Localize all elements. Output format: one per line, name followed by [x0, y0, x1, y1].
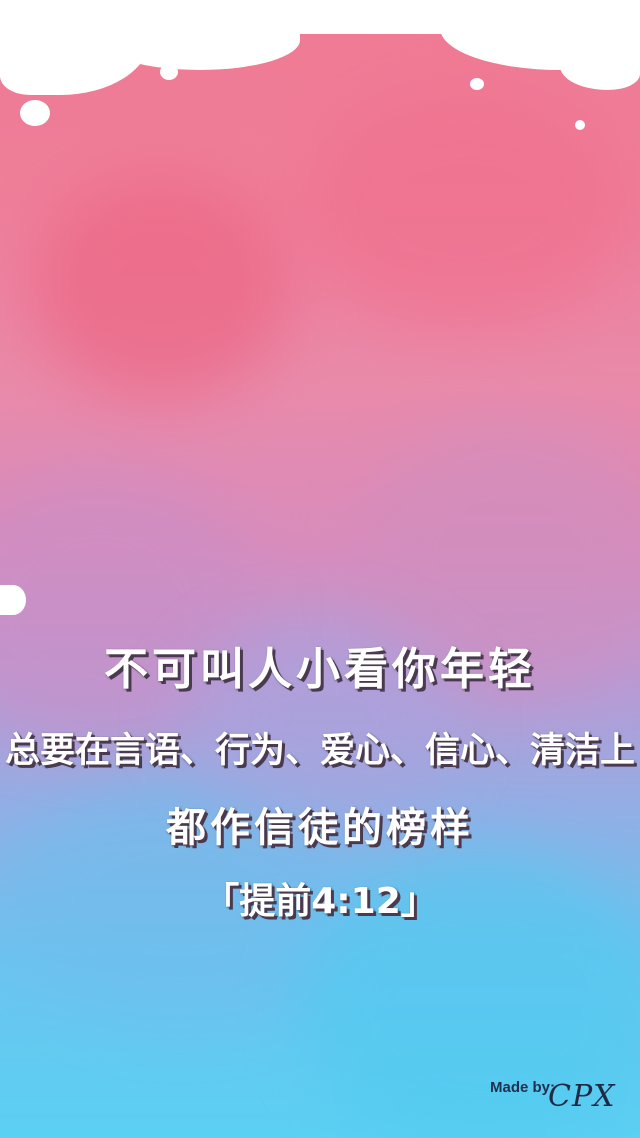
watercolor-blob	[300, 850, 640, 1138]
watercolor-blob	[300, 90, 630, 330]
watercolor-blob	[30, 180, 290, 400]
author-credit: Made by: CPX	[490, 1077, 630, 1117]
white-splash	[560, 50, 640, 90]
white-splash	[160, 64, 178, 80]
white-splash	[575, 120, 585, 130]
white-splash	[20, 100, 50, 126]
verse-line-2: 总要在言语、行为、爱心、信心、清洁上	[4, 731, 635, 771]
white-splash	[470, 78, 484, 90]
white-splash	[0, 585, 26, 615]
verse-line-1: 不可叫人小看你年轻	[104, 644, 536, 695]
credit-label: Made by:	[490, 1079, 556, 1096]
watercolor-blob	[0, 780, 360, 1020]
verse-reference: 「提前4:12」	[203, 881, 437, 922]
credit-signature: CPX	[548, 1079, 616, 1114]
watercolor-blob	[180, 620, 460, 820]
white-splash	[100, 10, 300, 70]
verse-line-3: 都作信徒的榜样	[166, 805, 474, 851]
